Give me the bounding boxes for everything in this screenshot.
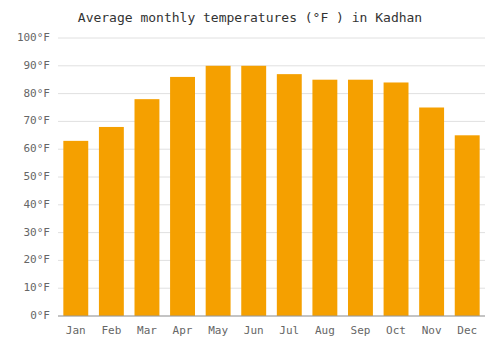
y-tick-label: 10°F <box>24 281 51 294</box>
bar <box>206 66 231 316</box>
chart-container: 0°F 10°F 20°F 30°F 40°F 50°F 60°F 70°F 80°F 90°F 1… <box>0 0 500 350</box>
y-tick-label: 50°F <box>24 170 51 183</box>
y-tick-label: 60°F <box>24 142 51 155</box>
grid-line <box>58 65 485 66</box>
x-tick-label: Feb <box>101 324 121 337</box>
x-tick-label: Sep <box>351 324 371 337</box>
x-axis: Jan Feb Mar Apr May Jun Jul Aug Sep Oct Nov Dec <box>58 316 485 337</box>
grid-line <box>58 93 485 94</box>
x-tick-label: May <box>208 324 228 337</box>
bar <box>384 82 409 316</box>
bar <box>135 99 160 316</box>
bar <box>99 127 124 316</box>
y-tick-label: 70°F <box>24 114 51 127</box>
grid-line <box>58 316 485 317</box>
y-tick-label: 20°F <box>24 253 51 266</box>
y-tick-label: 40°F <box>24 198 51 211</box>
x-tick-label: Mar <box>137 324 157 337</box>
bars <box>63 66 479 316</box>
grid-line <box>58 38 485 39</box>
y-tick-label: 90°F <box>24 59 51 72</box>
x-tick-label: Aug <box>315 324 335 337</box>
x-tick-label: Dec <box>457 324 477 337</box>
x-tick-label: Oct <box>386 324 406 337</box>
y-axis: 0°F 10°F 20°F 30°F 40°F 50°F 60°F 70°F 80°F 90°F 1… <box>17 31 50 322</box>
x-axis-line <box>58 316 485 317</box>
bar <box>241 66 266 316</box>
bar <box>419 108 444 317</box>
y-tick-label: 100°F <box>17 31 50 44</box>
x-tick-label: Jun <box>244 324 264 337</box>
bar <box>455 135 480 316</box>
x-tick-label: Jul <box>279 324 299 337</box>
x-tick-label: Jan <box>66 324 86 337</box>
x-tick-label: Apr <box>173 324 193 337</box>
bar <box>170 77 195 316</box>
bar <box>312 80 337 316</box>
x-tick-label: Nov <box>422 324 442 337</box>
bar <box>277 74 302 316</box>
title: Average monthly temperatures (°F ) in Ka… <box>78 10 422 25</box>
y-tick-label: 0°F <box>30 309 50 322</box>
y-tick-label: 30°F <box>24 226 51 239</box>
bar <box>63 141 88 316</box>
chart: 0°F 10°F 20°F 30°F 40°F 50°F 60°F 70°F 80°F 90°F 1… <box>0 0 500 350</box>
bar <box>348 80 373 316</box>
y-tick-label: 80°F <box>24 87 51 100</box>
grid <box>58 38 485 316</box>
